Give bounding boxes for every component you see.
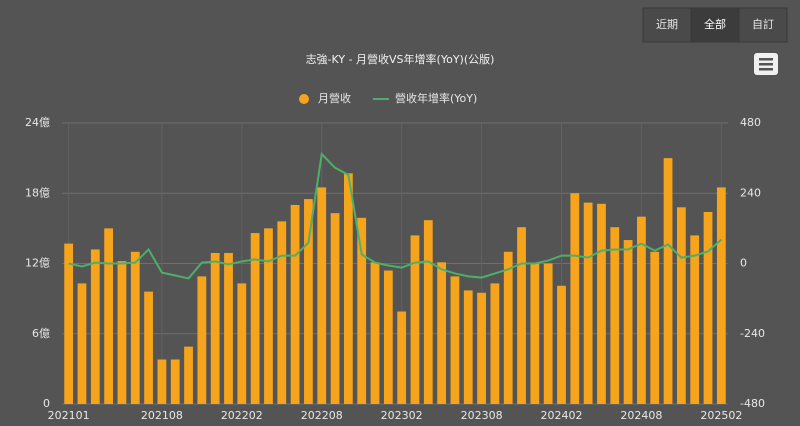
button-label[interactable]: 近期: [656, 18, 678, 31]
bar: [370, 262, 380, 404]
y2-tick-label: 240: [740, 186, 761, 199]
bar: [676, 207, 686, 404]
bar: [530, 263, 540, 404]
bar: [583, 202, 593, 404]
bar: [463, 290, 473, 404]
bar: [663, 158, 673, 404]
bar: [343, 173, 353, 404]
y-tick-label: 18億: [25, 186, 50, 199]
y2-tick-label: -480: [740, 397, 765, 410]
bar: [277, 221, 287, 404]
bar: [184, 346, 193, 404]
bar: [383, 270, 393, 404]
x-tick-label: 202408: [620, 409, 662, 422]
bar: [90, 249, 100, 404]
bar: [357, 217, 367, 404]
bar: [157, 359, 167, 404]
bar: [104, 228, 114, 404]
bar: [290, 204, 300, 404]
bar: [130, 251, 140, 404]
bar: [450, 276, 460, 404]
y-tick-label: 0: [43, 397, 50, 410]
bar: [264, 228, 273, 404]
x-tick-label: 202402: [541, 409, 583, 422]
bar: [570, 193, 580, 404]
button[interactable]: [738, 7, 788, 43]
bar: [557, 285, 566, 404]
bar: [224, 252, 233, 404]
y-tick-label: 6億: [32, 327, 50, 340]
bar: [144, 291, 153, 404]
button-label[interactable]: 自訂: [752, 17, 774, 31]
bar: [437, 262, 447, 404]
y-tick-label: 24億: [25, 116, 50, 129]
button[interactable]: [642, 7, 692, 43]
bar: [330, 213, 340, 404]
bar: [397, 311, 407, 404]
bar: [597, 203, 606, 404]
button[interactable]: [690, 7, 740, 43]
bar: [210, 252, 220, 404]
bar: [317, 187, 327, 404]
bar: [170, 359, 180, 404]
legend-symbol[interactable]: [299, 94, 309, 104]
bar: [610, 227, 620, 404]
bar: [117, 261, 127, 404]
bar: [690, 235, 700, 404]
x-tick-label: 202208: [301, 409, 343, 422]
bar: [716, 187, 726, 404]
x-tick-label: 202108: [141, 409, 183, 422]
bar: [637, 216, 646, 404]
bar: [304, 199, 313, 404]
x-tick-label: 202502: [700, 409, 742, 422]
x-tick-label: 202101: [48, 409, 90, 422]
y2-tick-label: 480: [740, 116, 761, 129]
menu-button[interactable]: [754, 53, 778, 75]
bar: [543, 263, 553, 404]
bar: [703, 211, 713, 404]
chart-title: 志強-KY - 月營收VS年增率(YoY)(公版): [306, 52, 495, 66]
bar: [503, 251, 513, 404]
bar: [650, 251, 660, 404]
bar: [410, 235, 420, 404]
bar: [490, 283, 500, 404]
x-tick-label: 202308: [461, 409, 503, 422]
bar: [64, 243, 74, 404]
x-tick-label: 202302: [381, 409, 423, 422]
bar: [77, 283, 87, 404]
x-tick-label: 202202: [221, 409, 263, 422]
bar: [477, 292, 486, 404]
bar: [517, 227, 526, 404]
bar: [237, 283, 247, 404]
bar: [250, 233, 260, 404]
legend-label[interactable]: 月營收: [318, 91, 351, 105]
bar: [197, 276, 207, 404]
y2-tick-label: 0: [740, 257, 747, 270]
line: [68, 151, 723, 280]
bar: [423, 220, 433, 404]
legend-label[interactable]: 營收年增率(YoY): [395, 91, 477, 105]
y2-tick-label: -240: [740, 327, 765, 340]
bar: [623, 240, 633, 404]
y-tick-label: 12億: [25, 257, 50, 270]
button-label[interactable]: 全部: [704, 17, 726, 31]
